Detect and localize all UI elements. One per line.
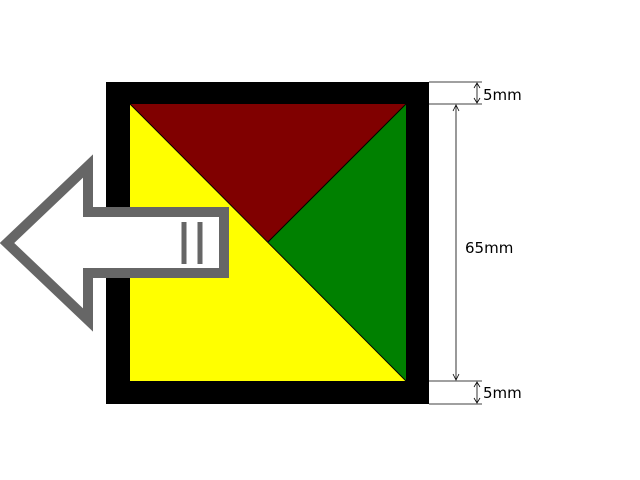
dim-arrow-bottom-2 (473, 397, 481, 404)
inner-height-dimension-label: 65mm (465, 239, 513, 257)
top-border-dimension-label: 5mm (483, 86, 522, 104)
dim-arrow-mid-2 (452, 373, 460, 381)
dimension-annotations (429, 81, 482, 405)
dim-arrow-bottom-1 (473, 381, 481, 388)
arrow-shape (0, 154, 229, 332)
dim-arrow-top-2 (473, 97, 481, 104)
right-triangle (268, 104, 406, 381)
diagonal-line (129, 103, 407, 382)
inner-panel (129, 103, 407, 382)
bottom-border-dimension-label: 5mm (483, 384, 522, 402)
dim-arrow-top-1 (473, 82, 481, 89)
dim-arrow-mid-1 (452, 104, 460, 112)
anti-diagonal-line (267, 103, 407, 243)
top-triangle (130, 104, 406, 242)
left-arrow-icon (0, 154, 229, 332)
